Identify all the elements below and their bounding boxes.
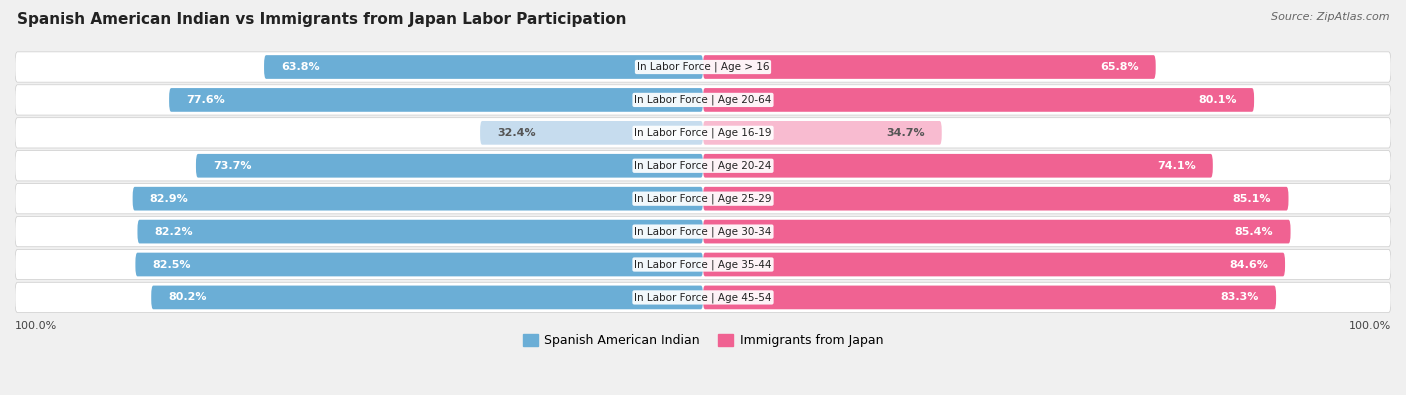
Text: 77.6%: 77.6%: [187, 95, 225, 105]
FancyBboxPatch shape: [195, 154, 703, 178]
Text: 82.9%: 82.9%: [150, 194, 188, 204]
Text: In Labor Force | Age 20-24: In Labor Force | Age 20-24: [634, 160, 772, 171]
FancyBboxPatch shape: [15, 216, 1391, 247]
Text: 65.8%: 65.8%: [1099, 62, 1139, 72]
FancyBboxPatch shape: [703, 154, 1213, 178]
FancyBboxPatch shape: [15, 52, 1391, 82]
FancyBboxPatch shape: [703, 88, 1254, 112]
Text: Source: ZipAtlas.com: Source: ZipAtlas.com: [1271, 12, 1389, 22]
Text: 74.1%: 74.1%: [1157, 161, 1195, 171]
Text: 85.1%: 85.1%: [1233, 194, 1271, 204]
FancyBboxPatch shape: [138, 220, 703, 243]
FancyBboxPatch shape: [703, 253, 1285, 276]
FancyBboxPatch shape: [703, 286, 1277, 309]
FancyBboxPatch shape: [15, 150, 1391, 181]
FancyBboxPatch shape: [152, 286, 703, 309]
Text: 100.0%: 100.0%: [15, 321, 58, 331]
FancyBboxPatch shape: [15, 118, 1391, 148]
FancyBboxPatch shape: [703, 187, 1288, 211]
Text: In Labor Force | Age 45-54: In Labor Force | Age 45-54: [634, 292, 772, 303]
FancyBboxPatch shape: [15, 249, 1391, 280]
FancyBboxPatch shape: [169, 88, 703, 112]
Text: In Labor Force | Age 25-29: In Labor Force | Age 25-29: [634, 194, 772, 204]
FancyBboxPatch shape: [132, 187, 703, 211]
Legend: Spanish American Indian, Immigrants from Japan: Spanish American Indian, Immigrants from…: [520, 332, 886, 350]
Text: 84.6%: 84.6%: [1229, 260, 1268, 269]
Text: In Labor Force | Age > 16: In Labor Force | Age > 16: [637, 62, 769, 72]
FancyBboxPatch shape: [264, 55, 703, 79]
Text: 80.2%: 80.2%: [169, 292, 207, 303]
Text: 34.7%: 34.7%: [886, 128, 925, 138]
Text: 82.5%: 82.5%: [153, 260, 191, 269]
Text: 100.0%: 100.0%: [1348, 321, 1391, 331]
Text: 80.1%: 80.1%: [1198, 95, 1237, 105]
Text: 83.3%: 83.3%: [1220, 292, 1258, 303]
FancyBboxPatch shape: [15, 282, 1391, 312]
FancyBboxPatch shape: [15, 184, 1391, 214]
Text: 82.2%: 82.2%: [155, 227, 193, 237]
FancyBboxPatch shape: [479, 121, 703, 145]
Text: 63.8%: 63.8%: [281, 62, 321, 72]
FancyBboxPatch shape: [703, 220, 1291, 243]
Text: In Labor Force | Age 30-34: In Labor Force | Age 30-34: [634, 226, 772, 237]
Text: 85.4%: 85.4%: [1234, 227, 1274, 237]
FancyBboxPatch shape: [703, 121, 942, 145]
Text: In Labor Force | Age 16-19: In Labor Force | Age 16-19: [634, 128, 772, 138]
Text: 32.4%: 32.4%: [498, 128, 536, 138]
Text: In Labor Force | Age 20-64: In Labor Force | Age 20-64: [634, 95, 772, 105]
Text: 73.7%: 73.7%: [214, 161, 252, 171]
FancyBboxPatch shape: [703, 55, 1156, 79]
FancyBboxPatch shape: [15, 85, 1391, 115]
Text: Spanish American Indian vs Immigrants from Japan Labor Participation: Spanish American Indian vs Immigrants fr…: [17, 12, 626, 27]
FancyBboxPatch shape: [135, 253, 703, 276]
Text: In Labor Force | Age 35-44: In Labor Force | Age 35-44: [634, 259, 772, 270]
